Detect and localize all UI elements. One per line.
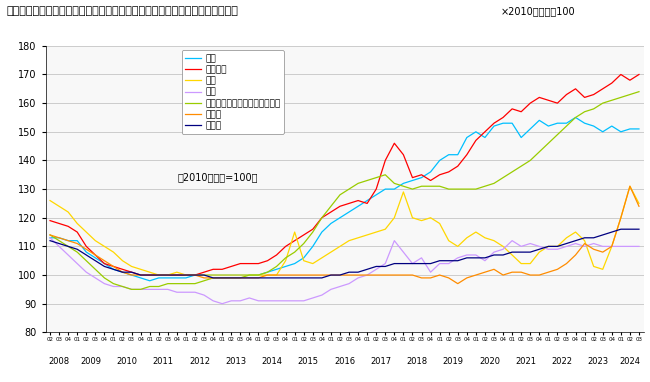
Line: 倉庫: 倉庫: [50, 186, 639, 275]
倉庫: [155, 273, 162, 277]
Line: 農業地: 農業地: [50, 186, 639, 283]
店舗: [237, 273, 244, 277]
オフィス: [617, 72, 625, 77]
倉庫: [318, 256, 326, 260]
工業地: [517, 250, 525, 254]
Text: ×2010年平均＝100: ×2010年平均＝100: [500, 6, 575, 16]
オフィス: [318, 215, 326, 220]
Text: 2023: 2023: [588, 357, 609, 366]
工業地: [237, 275, 244, 280]
店舗: [517, 135, 525, 140]
Text: 2022: 2022: [551, 357, 573, 366]
工場: [517, 244, 525, 249]
店舗: [571, 115, 579, 120]
マンション・アパート（一棵）: [309, 230, 317, 234]
農業地: [517, 270, 525, 274]
Text: 2009: 2009: [81, 357, 101, 366]
農業地: [626, 184, 634, 188]
Text: 2020: 2020: [479, 357, 500, 366]
マンション・アパート（一棵）: [517, 164, 525, 168]
倉庫: [626, 184, 634, 188]
工場: [237, 299, 244, 303]
Line: 店舗: 店舗: [50, 117, 639, 281]
マンション・アパート（一棵）: [92, 267, 99, 272]
農業地: [454, 281, 462, 286]
マンション・アパート（一棵）: [200, 278, 208, 283]
農業地: [635, 204, 643, 209]
オフィス: [635, 72, 643, 77]
オフィス: [200, 270, 208, 274]
工場: [46, 235, 54, 240]
倉庫: [517, 261, 525, 266]
倉庫: [46, 198, 54, 203]
工業地: [92, 258, 99, 263]
工業地: [617, 227, 625, 231]
店舗: [309, 244, 317, 249]
Text: 2017: 2017: [370, 357, 391, 366]
Line: オフィス: オフィス: [50, 74, 639, 275]
Text: 2019: 2019: [443, 357, 463, 366]
Text: 2010: 2010: [116, 357, 138, 366]
Text: 2018: 2018: [406, 357, 428, 366]
工業地: [46, 238, 54, 243]
農業地: [300, 273, 307, 277]
Line: マンション・アパート（一棵）: マンション・アパート（一棵）: [50, 92, 639, 290]
農業地: [309, 273, 317, 277]
Legend: 店舗, オフィス, 倉庫, 工場, マンション・アパート（一棵）, 農業地, 工業地: 店舗, オフィス, 倉庫, 工場, マンション・アパート（一棵）, 農業地, 工…: [181, 50, 284, 134]
Text: 2011: 2011: [153, 357, 174, 366]
倉庫: [635, 201, 643, 206]
マンション・アパート（一棵）: [635, 89, 643, 94]
工業地: [309, 275, 317, 280]
工場: [191, 290, 199, 295]
工場: [309, 296, 317, 300]
工場: [218, 301, 226, 306]
農業地: [46, 233, 54, 237]
Text: 2024: 2024: [619, 357, 640, 366]
マンション・アパート（一棵）: [237, 275, 244, 280]
Text: 2012: 2012: [189, 357, 210, 366]
マンション・アパート（一棵）: [127, 287, 135, 292]
Text: 2013: 2013: [225, 357, 246, 366]
Text: 2014: 2014: [261, 357, 283, 366]
マンション・アパート（一棵）: [46, 233, 54, 237]
店舗: [635, 127, 643, 131]
オフィス: [136, 273, 144, 277]
店舗: [92, 256, 99, 260]
農業地: [92, 253, 99, 257]
工業地: [635, 227, 643, 231]
店舗: [46, 235, 54, 240]
オフィス: [92, 253, 99, 257]
倉庫: [92, 238, 99, 243]
倉庫: [237, 273, 244, 277]
工業地: [318, 275, 326, 280]
Line: 工業地: 工業地: [50, 229, 639, 278]
Text: 2016: 2016: [334, 357, 355, 366]
工場: [92, 275, 99, 280]
Text: 2008: 2008: [49, 357, 70, 366]
Line: 工場: 工場: [50, 238, 639, 304]
マンション・アパート（一棵）: [599, 101, 606, 105]
Text: ＜不動産価格指数（商業用不動産）（令和６年第２四半期分・季節調整値）＞: ＜不動産価格指数（商業用不動産）（令和６年第２四半期分・季節調整値）＞: [6, 6, 239, 16]
倉庫: [200, 273, 208, 277]
倉庫: [309, 261, 317, 266]
オフィス: [517, 109, 525, 114]
オフィス: [309, 227, 317, 231]
Text: 2015: 2015: [298, 357, 318, 366]
店舗: [318, 230, 326, 234]
工業地: [191, 273, 199, 277]
店舗: [200, 273, 208, 277]
Text: 2021: 2021: [515, 357, 536, 366]
工場: [599, 244, 606, 249]
Text: （2010年平均=100）: （2010年平均=100）: [177, 172, 257, 182]
オフィス: [46, 219, 54, 223]
工業地: [209, 275, 217, 280]
オフィス: [237, 261, 244, 266]
店舗: [146, 278, 153, 283]
工場: [635, 244, 643, 249]
農業地: [227, 275, 235, 280]
農業地: [191, 273, 199, 277]
